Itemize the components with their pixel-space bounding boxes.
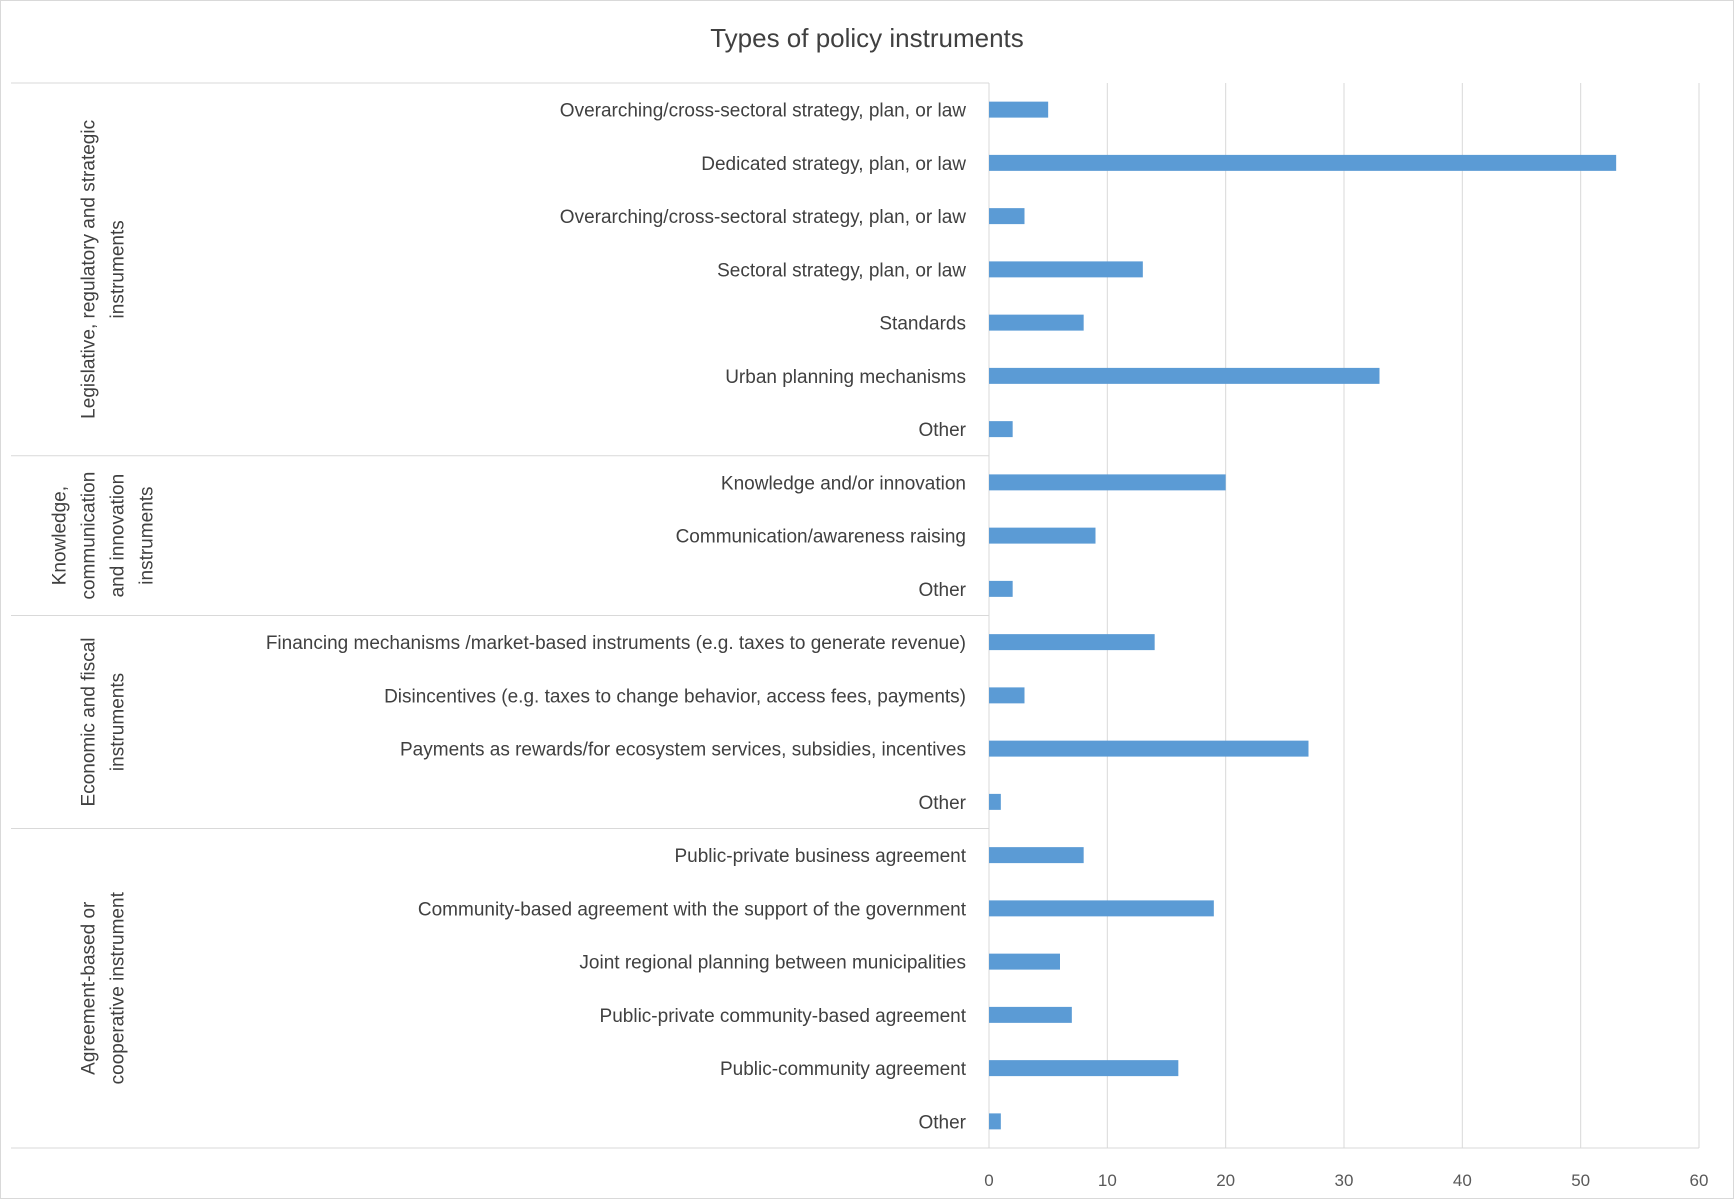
category-label: Joint regional planning between municipa… [579, 953, 966, 974]
chart-title: Types of policy instruments [710, 23, 1024, 53]
x-tick-label: 0 [984, 1171, 993, 1190]
group-label-line: cooperative instrument [108, 891, 129, 1084]
group-label: Knowledge, communication and innovation ins… [50, 472, 158, 600]
group-label-line: and innovation [108, 474, 129, 598]
category-labels: Overarching/cross-sectoral strategy, pla… [266, 101, 967, 1134]
x-axis-ticks: 0 10 20 30 40 50 60 [984, 1171, 1708, 1190]
group-label-line: Knowledge, [50, 486, 71, 585]
bar [989, 953, 1060, 970]
category-label: Other [918, 420, 966, 441]
category-label: Payments as rewards/for ecosystem servic… [400, 740, 966, 761]
group-label-line: Legislative, regulatory and strategic [79, 120, 100, 419]
bar [989, 740, 1309, 757]
bar [989, 208, 1025, 225]
group-label-line: instruments [108, 220, 129, 318]
group-label-line: Economic and fiscal [79, 638, 100, 807]
bars [989, 101, 1617, 1130]
x-tick-label: 10 [1098, 1171, 1117, 1190]
category-label: Other [918, 580, 966, 601]
category-label: Dedicated strategy, plan, or law [701, 154, 966, 175]
gridlines [1106, 83, 1700, 1148]
category-label: Overarching/cross-sectoral strategy, pla… [560, 207, 966, 228]
category-label: Urban planning mechanisms [725, 367, 966, 388]
category-label: Sectoral strategy, plan, or law [717, 260, 966, 281]
group-label-line: instruments [108, 673, 129, 771]
bar [989, 687, 1025, 704]
x-tick-label: 50 [1571, 1171, 1590, 1190]
group-label-line: communication [79, 472, 100, 600]
group-label-line: instruments [137, 487, 158, 585]
x-tick-label: 40 [1453, 1171, 1472, 1190]
bar [989, 793, 1001, 810]
category-label: Financing mechanisms /market-based instr… [266, 633, 966, 654]
group-label: Economic and fiscal instruments [79, 638, 129, 807]
bar [989, 580, 1013, 597]
bar [989, 1006, 1072, 1023]
x-tick-label: 60 [1690, 1171, 1709, 1190]
category-label: Public-private community-based agreement [600, 1006, 967, 1027]
group-label-line: Agreement-based or [79, 901, 100, 1075]
bar [989, 634, 1155, 651]
category-label: Standards [879, 314, 966, 335]
x-tick-label: 20 [1216, 1171, 1235, 1190]
bar [989, 314, 1084, 331]
bar [989, 101, 1049, 118]
category-label: Disincentives (e.g. taxes to change beha… [384, 686, 966, 707]
group-labels: Legislative, regulatory and strategic ins… [50, 120, 158, 1084]
bar [989, 154, 1617, 171]
category-label: Public-community agreement [720, 1059, 967, 1080]
bar [989, 474, 1226, 491]
bar [989, 1113, 1001, 1130]
category-label: Public-private business agreement [675, 846, 967, 867]
bar [989, 421, 1013, 438]
bar [989, 261, 1143, 278]
group-label: Legislative, regulatory and strategic ins… [79, 120, 129, 419]
bar [989, 847, 1084, 864]
category-label: Communication/awareness raising [676, 527, 966, 548]
category-label: Knowledge and/or innovation [721, 473, 966, 494]
x-tick-label: 30 [1335, 1171, 1354, 1190]
group-frames [11, 82, 1699, 1149]
bar [989, 900, 1214, 917]
group-label: Agreement-based or cooperative instrument [79, 891, 129, 1084]
category-label: Other [918, 793, 966, 814]
bar [989, 367, 1380, 384]
category-label: Other [918, 1112, 966, 1133]
bar [989, 527, 1096, 544]
category-label: Overarching/cross-sectoral strategy, pla… [560, 101, 966, 122]
category-label: Community-based agreement with the suppo… [418, 899, 967, 920]
bar [989, 1060, 1179, 1077]
